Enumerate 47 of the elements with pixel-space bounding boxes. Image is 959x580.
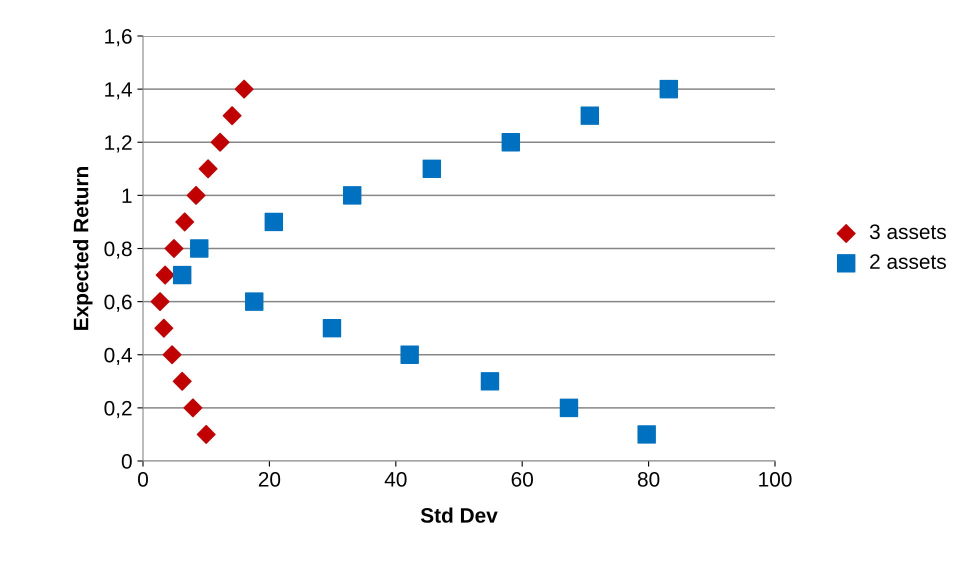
legend-label: 3 assets bbox=[870, 224, 946, 240]
point bbox=[234, 80, 254, 99]
point bbox=[245, 292, 264, 311]
point bbox=[156, 266, 175, 285]
point bbox=[196, 424, 216, 444]
y-tick-label: 0,2 bbox=[104, 400, 132, 418]
point bbox=[172, 266, 192, 284]
legend-label: 2 assets bbox=[870, 254, 946, 270]
point bbox=[638, 425, 656, 444]
point bbox=[175, 212, 194, 232]
point bbox=[660, 80, 678, 98]
y-tick-label: 0,6 bbox=[104, 294, 132, 312]
x-tick-label: 80 bbox=[638, 472, 660, 487]
point bbox=[190, 239, 208, 258]
point bbox=[322, 318, 342, 338]
x-tick-label: 40 bbox=[384, 472, 407, 487]
point bbox=[580, 106, 600, 125]
y-tick-label: 0,4 bbox=[104, 348, 132, 365]
y-tick-label: 1,6 bbox=[105, 29, 132, 46]
y-tick-label: 1,4 bbox=[105, 82, 132, 100]
x-axis-title: Std Dev bbox=[420, 508, 498, 523]
point bbox=[422, 160, 442, 178]
point bbox=[172, 372, 192, 391]
point bbox=[164, 239, 184, 258]
x-tick-label: 20 bbox=[258, 472, 280, 487]
point bbox=[183, 398, 202, 418]
y-tick-label: 0,8 bbox=[104, 242, 132, 259]
point bbox=[560, 398, 578, 418]
point bbox=[198, 159, 218, 178]
y-axis-title: Expected Return bbox=[73, 167, 93, 330]
x-tick-label: 60 bbox=[512, 472, 533, 487]
point bbox=[150, 292, 170, 312]
x-tick-label: 100 bbox=[759, 472, 792, 487]
y-tick-label: 1,2 bbox=[105, 135, 132, 152]
x-tick-label: 0 bbox=[138, 472, 148, 487]
point bbox=[502, 133, 520, 152]
point bbox=[264, 212, 284, 232]
point bbox=[186, 186, 206, 205]
point bbox=[400, 346, 419, 364]
point bbox=[480, 372, 500, 391]
point bbox=[154, 318, 174, 338]
point bbox=[162, 345, 182, 364]
point bbox=[222, 106, 242, 126]
point bbox=[342, 186, 362, 205]
y-tick-label: 0 bbox=[122, 454, 132, 469]
point bbox=[210, 132, 230, 152]
y-tick-label: 1 bbox=[122, 188, 132, 203]
